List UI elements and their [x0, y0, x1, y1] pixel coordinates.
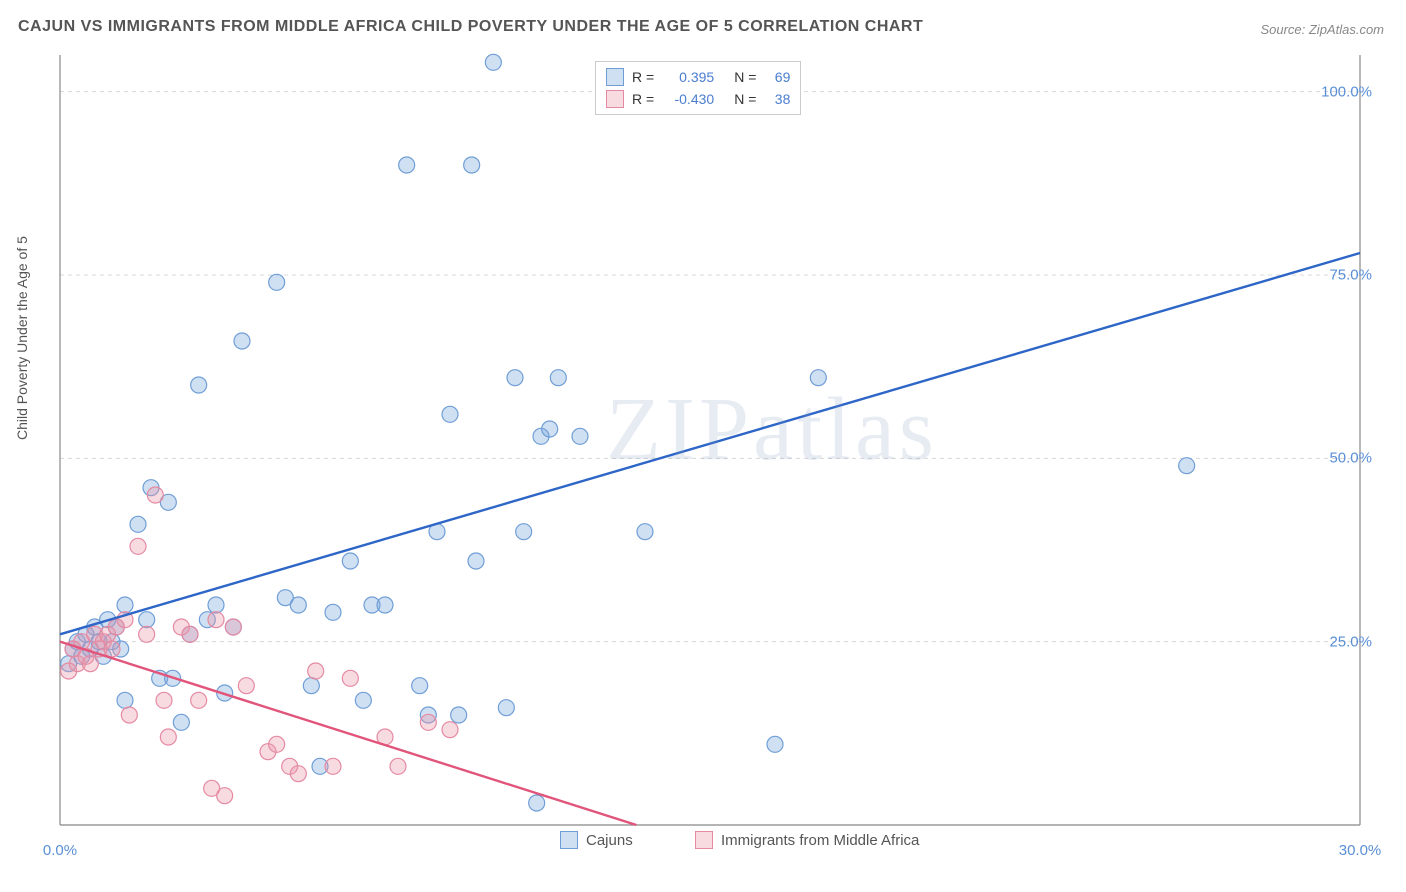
legend-series: Immigrants from Middle Africa	[695, 831, 919, 849]
legend-stats: R = 0.395 N = 69 R = -0.430 N = 38	[595, 61, 801, 115]
legend-swatch	[695, 831, 713, 849]
legend-n-value: 69	[764, 69, 790, 85]
y-tick-label: 100.0%	[1321, 83, 1372, 100]
legend-swatch	[606, 68, 624, 86]
y-tick-label: 75.0%	[1329, 267, 1372, 284]
legend-r-value: 0.395	[662, 69, 714, 85]
legend-series-name: Immigrants from Middle Africa	[721, 832, 919, 849]
legend-swatch	[606, 90, 624, 108]
scatter-chart	[60, 55, 1400, 865]
source-text: Source: ZipAtlas.com	[1260, 22, 1384, 37]
y-axis-label: Child Poverty Under the Age of 5	[14, 236, 30, 440]
chart-area: ZIPatlas R =0.395N =69R =-0.430N =38 Caj…	[60, 55, 1370, 835]
legend-stat-row: R = 0.395 N = 69	[606, 66, 790, 88]
legend-series-name: Cajuns	[586, 832, 633, 849]
legend-r-label: R =	[632, 69, 654, 85]
legend-n-value: 38	[764, 91, 790, 107]
legend-n-label: N =	[734, 69, 756, 85]
legend-r-label: R =	[632, 91, 654, 107]
x-tick-label: 0.0%	[43, 842, 77, 859]
legend-series: Cajuns	[560, 831, 633, 849]
x-tick-label: 30.0%	[1339, 842, 1382, 859]
legend-n-label: N =	[734, 91, 756, 107]
y-tick-label: 25.0%	[1329, 633, 1372, 650]
legend-stat-row: R = -0.430 N = 38	[606, 88, 790, 110]
legend-swatch	[560, 831, 578, 849]
chart-title: CAJUN VS IMMIGRANTS FROM MIDDLE AFRICA C…	[18, 18, 923, 36]
legend-r-value: -0.430	[662, 91, 714, 107]
y-tick-label: 50.0%	[1329, 450, 1372, 467]
